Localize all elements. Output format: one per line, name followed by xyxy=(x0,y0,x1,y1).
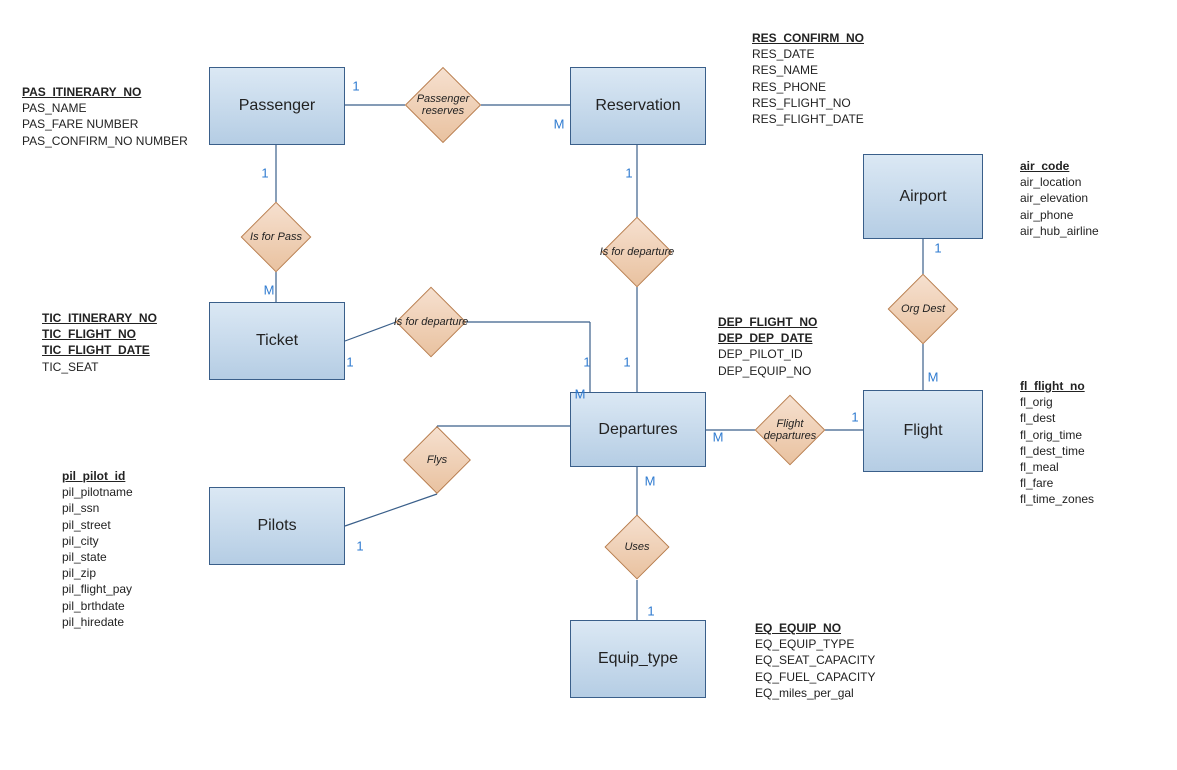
cardinality-label: 1 xyxy=(934,241,941,256)
attr-item: pil_city xyxy=(62,533,133,549)
attr-list-equip_attrs: EQ_EQUIP_NOEQ_EQUIP_TYPEEQ_SEAT_CAPACITY… xyxy=(755,620,875,701)
cardinality-label: M xyxy=(928,370,939,385)
attr-item: air_phone xyxy=(1020,207,1099,223)
attr-item: fl_meal xyxy=(1020,459,1094,475)
attr-item: RES_DATE xyxy=(752,46,864,62)
cardinality-label: 1 xyxy=(346,355,353,370)
attr-list-ticket_attrs: TIC_ITINERARY_NOTIC_FLIGHT_NOTIC_FLIGHT_… xyxy=(42,310,157,375)
attr-item: DEP_DEP_DATE xyxy=(718,330,817,346)
cardinality-label: M xyxy=(645,474,656,489)
attr-list-airport_attrs: air_codeair_locationair_elevationair_pho… xyxy=(1020,158,1099,239)
cardinality-label: 1 xyxy=(261,166,268,181)
attr-item: fl_dest_time xyxy=(1020,443,1094,459)
attr-item: DEP_PILOT_ID xyxy=(718,346,817,362)
attr-item: air_hub_airline xyxy=(1020,223,1099,239)
entity-pilots: Pilots xyxy=(209,487,345,565)
attr-item: RES_NAME xyxy=(752,62,864,78)
cardinality-label: M xyxy=(554,117,565,132)
attr-item: EQ_EQUIP_TYPE xyxy=(755,636,875,652)
entity-label: Reservation xyxy=(595,97,680,115)
attr-item: fl_dest xyxy=(1020,410,1094,426)
attr-item: TIC_FLIGHT_NO xyxy=(42,326,157,342)
entity-equip-type: Equip_type xyxy=(570,620,706,698)
relationship-pass_reserves xyxy=(405,67,481,143)
attr-list-departures_attrs: DEP_FLIGHT_NODEP_DEP_DATEDEP_PILOT_IDDEP… xyxy=(718,314,817,379)
attr-item: TIC_ITINERARY_NO xyxy=(42,310,157,326)
entity-flight: Flight xyxy=(863,390,983,472)
attr-item: pil_street xyxy=(62,517,133,533)
attr-item: fl_flight_no xyxy=(1020,378,1094,394)
entity-label: Departures xyxy=(598,421,677,439)
er-diagram-canvas: Passenger Reservation Airport Ticket Dep… xyxy=(0,0,1177,770)
attr-list-passenger_attrs: PAS_ITINERARY_NOPAS_NAMEPAS_FARE NUMBERP… xyxy=(22,84,188,149)
entity-ticket: Ticket xyxy=(209,302,345,380)
entity-reservation: Reservation xyxy=(570,67,706,145)
entity-departures: Departures xyxy=(570,392,706,467)
entity-label: Pilots xyxy=(257,517,296,535)
attr-item: fl_orig_time xyxy=(1020,427,1094,443)
attr-item: RES_CONFIRM_NO xyxy=(752,30,864,46)
attr-item: EQ_EQUIP_NO xyxy=(755,620,875,636)
attr-item: PAS_ITINERARY_NO xyxy=(22,84,188,100)
cardinality-label: 1 xyxy=(352,79,359,94)
attr-item: pil_pilot_id xyxy=(62,468,133,484)
relationship-is_for_dep_tic xyxy=(396,287,467,358)
cardinality-label: M xyxy=(713,430,724,445)
attr-item: pil_flight_pay xyxy=(62,581,133,597)
attr-item: RES_PHONE xyxy=(752,79,864,95)
attr-item: pil_ssn xyxy=(62,500,133,516)
attr-list-flight_attrs: fl_flight_nofl_origfl_destfl_orig_timefl… xyxy=(1020,378,1094,508)
relationship-uses xyxy=(604,514,669,579)
entity-label: Equip_type xyxy=(598,650,678,668)
attr-item: EQ_SEAT_CAPACITY xyxy=(755,652,875,668)
entity-label: Airport xyxy=(899,188,946,206)
cardinality-label: 1 xyxy=(356,539,363,554)
cardinality-label: 1 xyxy=(583,355,590,370)
attr-item: PAS_NAME xyxy=(22,100,188,116)
attr-item: PAS_FARE NUMBER xyxy=(22,116,188,132)
relationship-is_for_pass xyxy=(241,202,312,273)
attr-item: air_code xyxy=(1020,158,1099,174)
attr-item: fl_time_zones xyxy=(1020,491,1094,507)
attr-item: fl_fare xyxy=(1020,475,1094,491)
attr-item: PAS_CONFIRM_NO NUMBER xyxy=(22,133,188,149)
relationship-flight_dep xyxy=(755,395,826,466)
cardinality-label: M xyxy=(575,387,586,402)
attr-item: air_elevation xyxy=(1020,190,1099,206)
entity-label: Flight xyxy=(903,422,942,440)
attr-item: RES_FLIGHT_DATE xyxy=(752,111,864,127)
attr-item: pil_hiredate xyxy=(62,614,133,630)
cardinality-label: 1 xyxy=(851,410,858,425)
relationship-flys xyxy=(403,426,471,494)
attr-list-reservation_attrs: RES_CONFIRM_NORES_DATERES_NAMERES_PHONER… xyxy=(752,30,864,127)
cardinality-label: 1 xyxy=(647,604,654,619)
attr-item: fl_orig xyxy=(1020,394,1094,410)
attr-item: pil_pilotname xyxy=(62,484,133,500)
entity-label: Passenger xyxy=(239,97,316,115)
entity-passenger: Passenger xyxy=(209,67,345,145)
attr-item: TIC_SEAT xyxy=(42,359,157,375)
relationship-org_dest xyxy=(888,274,959,345)
attr-item: TIC_FLIGHT_DATE xyxy=(42,342,157,358)
attr-item: EQ_miles_per_gal xyxy=(755,685,875,701)
attr-item: air_location xyxy=(1020,174,1099,190)
attr-item: EQ_FUEL_CAPACITY xyxy=(755,669,875,685)
cardinality-label: 1 xyxy=(625,166,632,181)
attr-item: DEP_EQUIP_NO xyxy=(718,363,817,379)
attr-item: pil_brthdate xyxy=(62,598,133,614)
attr-item: RES_FLIGHT_NO xyxy=(752,95,864,111)
relationship-is_for_dep_res xyxy=(602,217,673,288)
attr-item: pil_state xyxy=(62,549,133,565)
attr-item: DEP_FLIGHT_NO xyxy=(718,314,817,330)
entity-label: Ticket xyxy=(256,332,298,350)
cardinality-label: M xyxy=(264,283,275,298)
attr-list-pilots_attrs: pil_pilot_idpil_pilotnamepil_ssnpil_stre… xyxy=(62,468,133,630)
entity-airport: Airport xyxy=(863,154,983,239)
cardinality-label: 1 xyxy=(623,355,630,370)
attr-item: pil_zip xyxy=(62,565,133,581)
